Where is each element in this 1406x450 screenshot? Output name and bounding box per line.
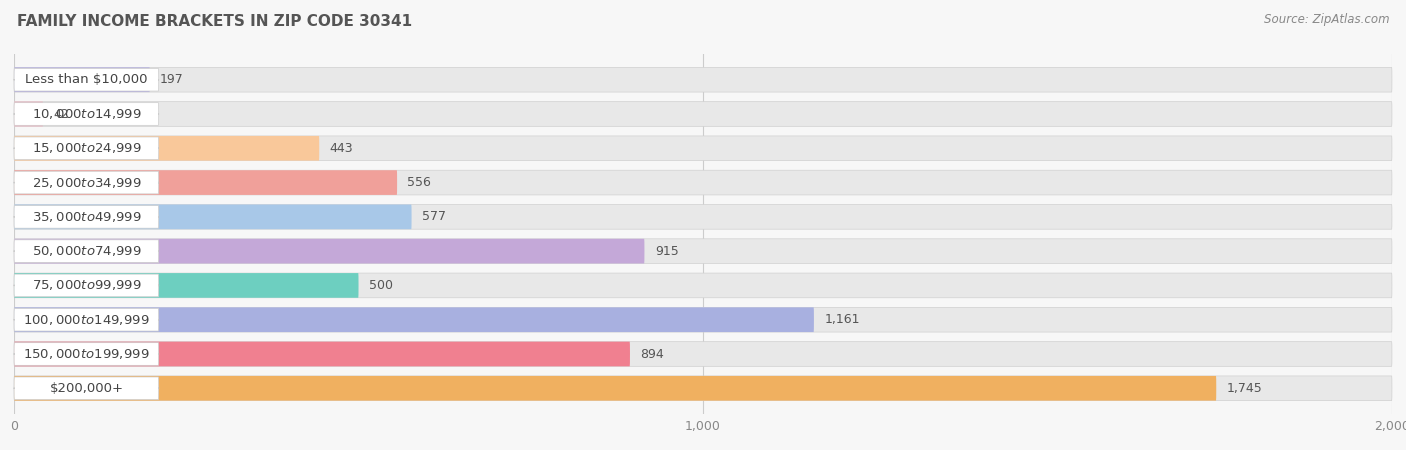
Text: $10,000 to $14,999: $10,000 to $14,999 [31,107,141,121]
Text: 1,161: 1,161 [824,313,859,326]
Text: 915: 915 [655,245,679,258]
FancyBboxPatch shape [14,102,1392,126]
FancyBboxPatch shape [14,239,644,264]
Text: 443: 443 [329,142,353,155]
FancyBboxPatch shape [14,273,359,298]
Text: Less than $10,000: Less than $10,000 [25,73,148,86]
Text: 556: 556 [408,176,432,189]
FancyBboxPatch shape [14,68,1392,92]
FancyBboxPatch shape [14,170,396,195]
FancyBboxPatch shape [14,136,319,161]
FancyBboxPatch shape [14,376,1392,400]
Text: FAMILY INCOME BRACKETS IN ZIP CODE 30341: FAMILY INCOME BRACKETS IN ZIP CODE 30341 [17,14,412,28]
FancyBboxPatch shape [14,274,159,297]
Text: 42: 42 [53,108,69,121]
FancyBboxPatch shape [14,307,1392,332]
Text: $35,000 to $49,999: $35,000 to $49,999 [31,210,141,224]
Text: $75,000 to $99,999: $75,000 to $99,999 [31,279,141,292]
FancyBboxPatch shape [14,240,159,262]
FancyBboxPatch shape [14,342,630,366]
Text: 197: 197 [160,73,184,86]
FancyBboxPatch shape [14,204,1392,229]
Text: 500: 500 [368,279,392,292]
Text: 894: 894 [640,347,664,360]
FancyBboxPatch shape [14,376,1216,400]
FancyBboxPatch shape [14,170,1392,195]
Text: $200,000+: $200,000+ [49,382,124,395]
FancyBboxPatch shape [14,377,159,400]
FancyBboxPatch shape [14,102,44,126]
FancyBboxPatch shape [14,342,1392,366]
FancyBboxPatch shape [14,307,814,332]
Text: 1,745: 1,745 [1226,382,1263,395]
FancyBboxPatch shape [14,206,159,228]
Text: $15,000 to $24,999: $15,000 to $24,999 [31,141,141,155]
FancyBboxPatch shape [14,136,1392,161]
FancyBboxPatch shape [14,204,412,229]
FancyBboxPatch shape [14,273,1392,298]
FancyBboxPatch shape [14,171,159,194]
FancyBboxPatch shape [14,239,1392,264]
FancyBboxPatch shape [14,308,159,331]
FancyBboxPatch shape [14,68,159,91]
Text: Source: ZipAtlas.com: Source: ZipAtlas.com [1264,14,1389,27]
FancyBboxPatch shape [14,137,159,160]
FancyBboxPatch shape [14,103,159,125]
Text: $150,000 to $199,999: $150,000 to $199,999 [22,347,149,361]
Text: $50,000 to $74,999: $50,000 to $74,999 [31,244,141,258]
Text: $100,000 to $149,999: $100,000 to $149,999 [22,313,149,327]
Text: $25,000 to $34,999: $25,000 to $34,999 [31,176,141,189]
FancyBboxPatch shape [14,68,150,92]
FancyBboxPatch shape [14,343,159,365]
Text: 577: 577 [422,210,446,223]
